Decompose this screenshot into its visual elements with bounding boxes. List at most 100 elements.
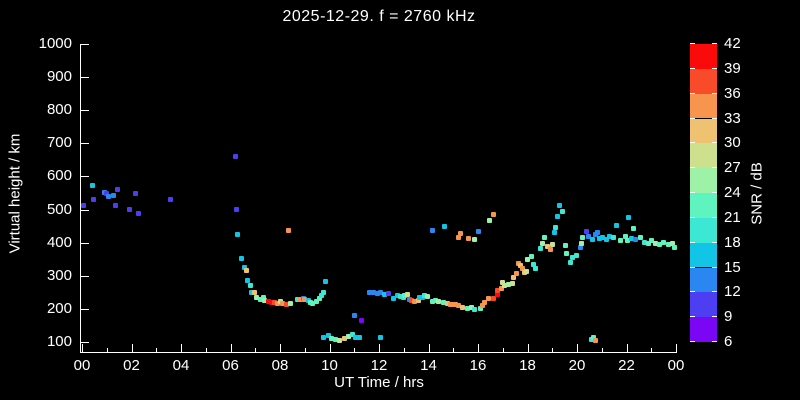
x-tick-mark	[626, 344, 628, 352]
data-point	[513, 270, 519, 276]
x-tick-label: 20	[568, 357, 586, 374]
data-point	[539, 241, 545, 247]
data-point	[370, 290, 376, 296]
y-tick-label: 800	[46, 101, 72, 119]
data-point	[329, 335, 335, 341]
data-point	[611, 234, 617, 240]
y-tick-label: 500	[46, 200, 72, 218]
colorbar-tick-mark	[712, 316, 717, 318]
data-point	[357, 334, 363, 340]
data-point	[480, 303, 486, 309]
data-point	[531, 262, 537, 268]
data-point	[456, 234, 462, 240]
x-minor-tick-mark	[552, 348, 554, 352]
data-point	[405, 292, 411, 298]
colorbar-tick-mark	[712, 241, 717, 243]
colorbar-tick-mark	[690, 241, 695, 243]
colorbar-tick-mark	[712, 266, 717, 268]
x-minor-tick-mark	[453, 348, 455, 352]
data-point	[280, 301, 286, 307]
x-minor-tick-mark	[502, 348, 504, 352]
data-point	[471, 307, 477, 313]
data-point	[552, 229, 558, 235]
colorbar-tick-mark	[712, 216, 717, 218]
data-point	[637, 234, 643, 240]
colorbar-tick-label: 9	[724, 308, 733, 326]
data-point	[382, 292, 388, 298]
data-point	[596, 235, 602, 241]
data-point	[494, 292, 500, 298]
data-point	[464, 306, 470, 312]
data-point	[665, 242, 671, 248]
x-tick-label: 10	[321, 357, 338, 374]
x-tick-label: 04	[172, 357, 190, 374]
data-point	[613, 222, 619, 228]
y-tick-mark	[81, 275, 89, 277]
x-tick-mark	[131, 344, 133, 352]
colorbar-tick-mark	[690, 192, 695, 193]
data-point	[302, 297, 308, 303]
y-axis-line	[80, 44, 81, 353]
colorbar-tick-mark	[690, 291, 695, 293]
colorbar-tick-mark	[712, 291, 717, 293]
data-point	[604, 236, 610, 242]
data-point	[258, 297, 264, 303]
data-point	[562, 243, 568, 249]
data-point	[167, 197, 173, 203]
data-point	[529, 254, 535, 260]
data-point	[453, 302, 459, 308]
x-axis-line	[80, 352, 677, 353]
data-point	[101, 189, 107, 195]
data-point	[402, 293, 408, 299]
data-point	[563, 251, 569, 257]
data-point	[254, 295, 260, 301]
data-point	[500, 279, 506, 285]
x-tick-label: 12	[370, 357, 388, 374]
data-point	[106, 194, 112, 200]
data-point	[366, 290, 372, 296]
data-point	[584, 228, 590, 234]
x-tick-mark	[329, 344, 331, 352]
data-point	[450, 302, 456, 308]
data-point	[567, 260, 573, 266]
data-point	[248, 289, 254, 295]
x-minor-tick-mark	[403, 348, 405, 352]
data-point	[234, 207, 240, 213]
data-point	[586, 233, 592, 239]
data-point	[444, 301, 450, 307]
data-point	[320, 290, 326, 296]
x-tick-mark	[527, 344, 529, 352]
data-point	[523, 268, 529, 274]
data-point	[394, 293, 400, 299]
data-point	[441, 223, 447, 229]
y-tick-label: 900	[46, 68, 72, 86]
data-point	[320, 334, 326, 340]
data-point	[486, 296, 492, 302]
x-minor-tick-mark	[156, 348, 158, 352]
colorbar-tick-mark	[690, 316, 695, 318]
y-tick-mark	[81, 143, 89, 145]
data-point	[573, 253, 579, 259]
data-point	[345, 333, 351, 339]
data-point	[519, 265, 525, 271]
data-point	[430, 227, 436, 233]
data-point	[478, 306, 484, 312]
data-point	[415, 298, 421, 304]
data-point	[498, 285, 504, 291]
data-point	[318, 293, 324, 299]
data-point	[409, 298, 415, 304]
colorbar-tick-mark	[690, 167, 695, 169]
colorbar-segment	[690, 93, 717, 119]
x-tick-mark	[82, 344, 83, 352]
y-axis-label: Virtual height / km	[6, 133, 24, 254]
colorbar-segment	[690, 193, 717, 218]
data-point	[641, 239, 647, 245]
data-point	[625, 237, 631, 243]
colorbar-tick-mark	[690, 266, 695, 268]
data-point	[115, 186, 121, 192]
data-point	[594, 229, 600, 235]
y-tick-mark	[81, 342, 89, 343]
data-point	[90, 197, 96, 203]
x-tick-mark	[280, 344, 281, 352]
x-minor-tick-mark	[651, 348, 653, 352]
